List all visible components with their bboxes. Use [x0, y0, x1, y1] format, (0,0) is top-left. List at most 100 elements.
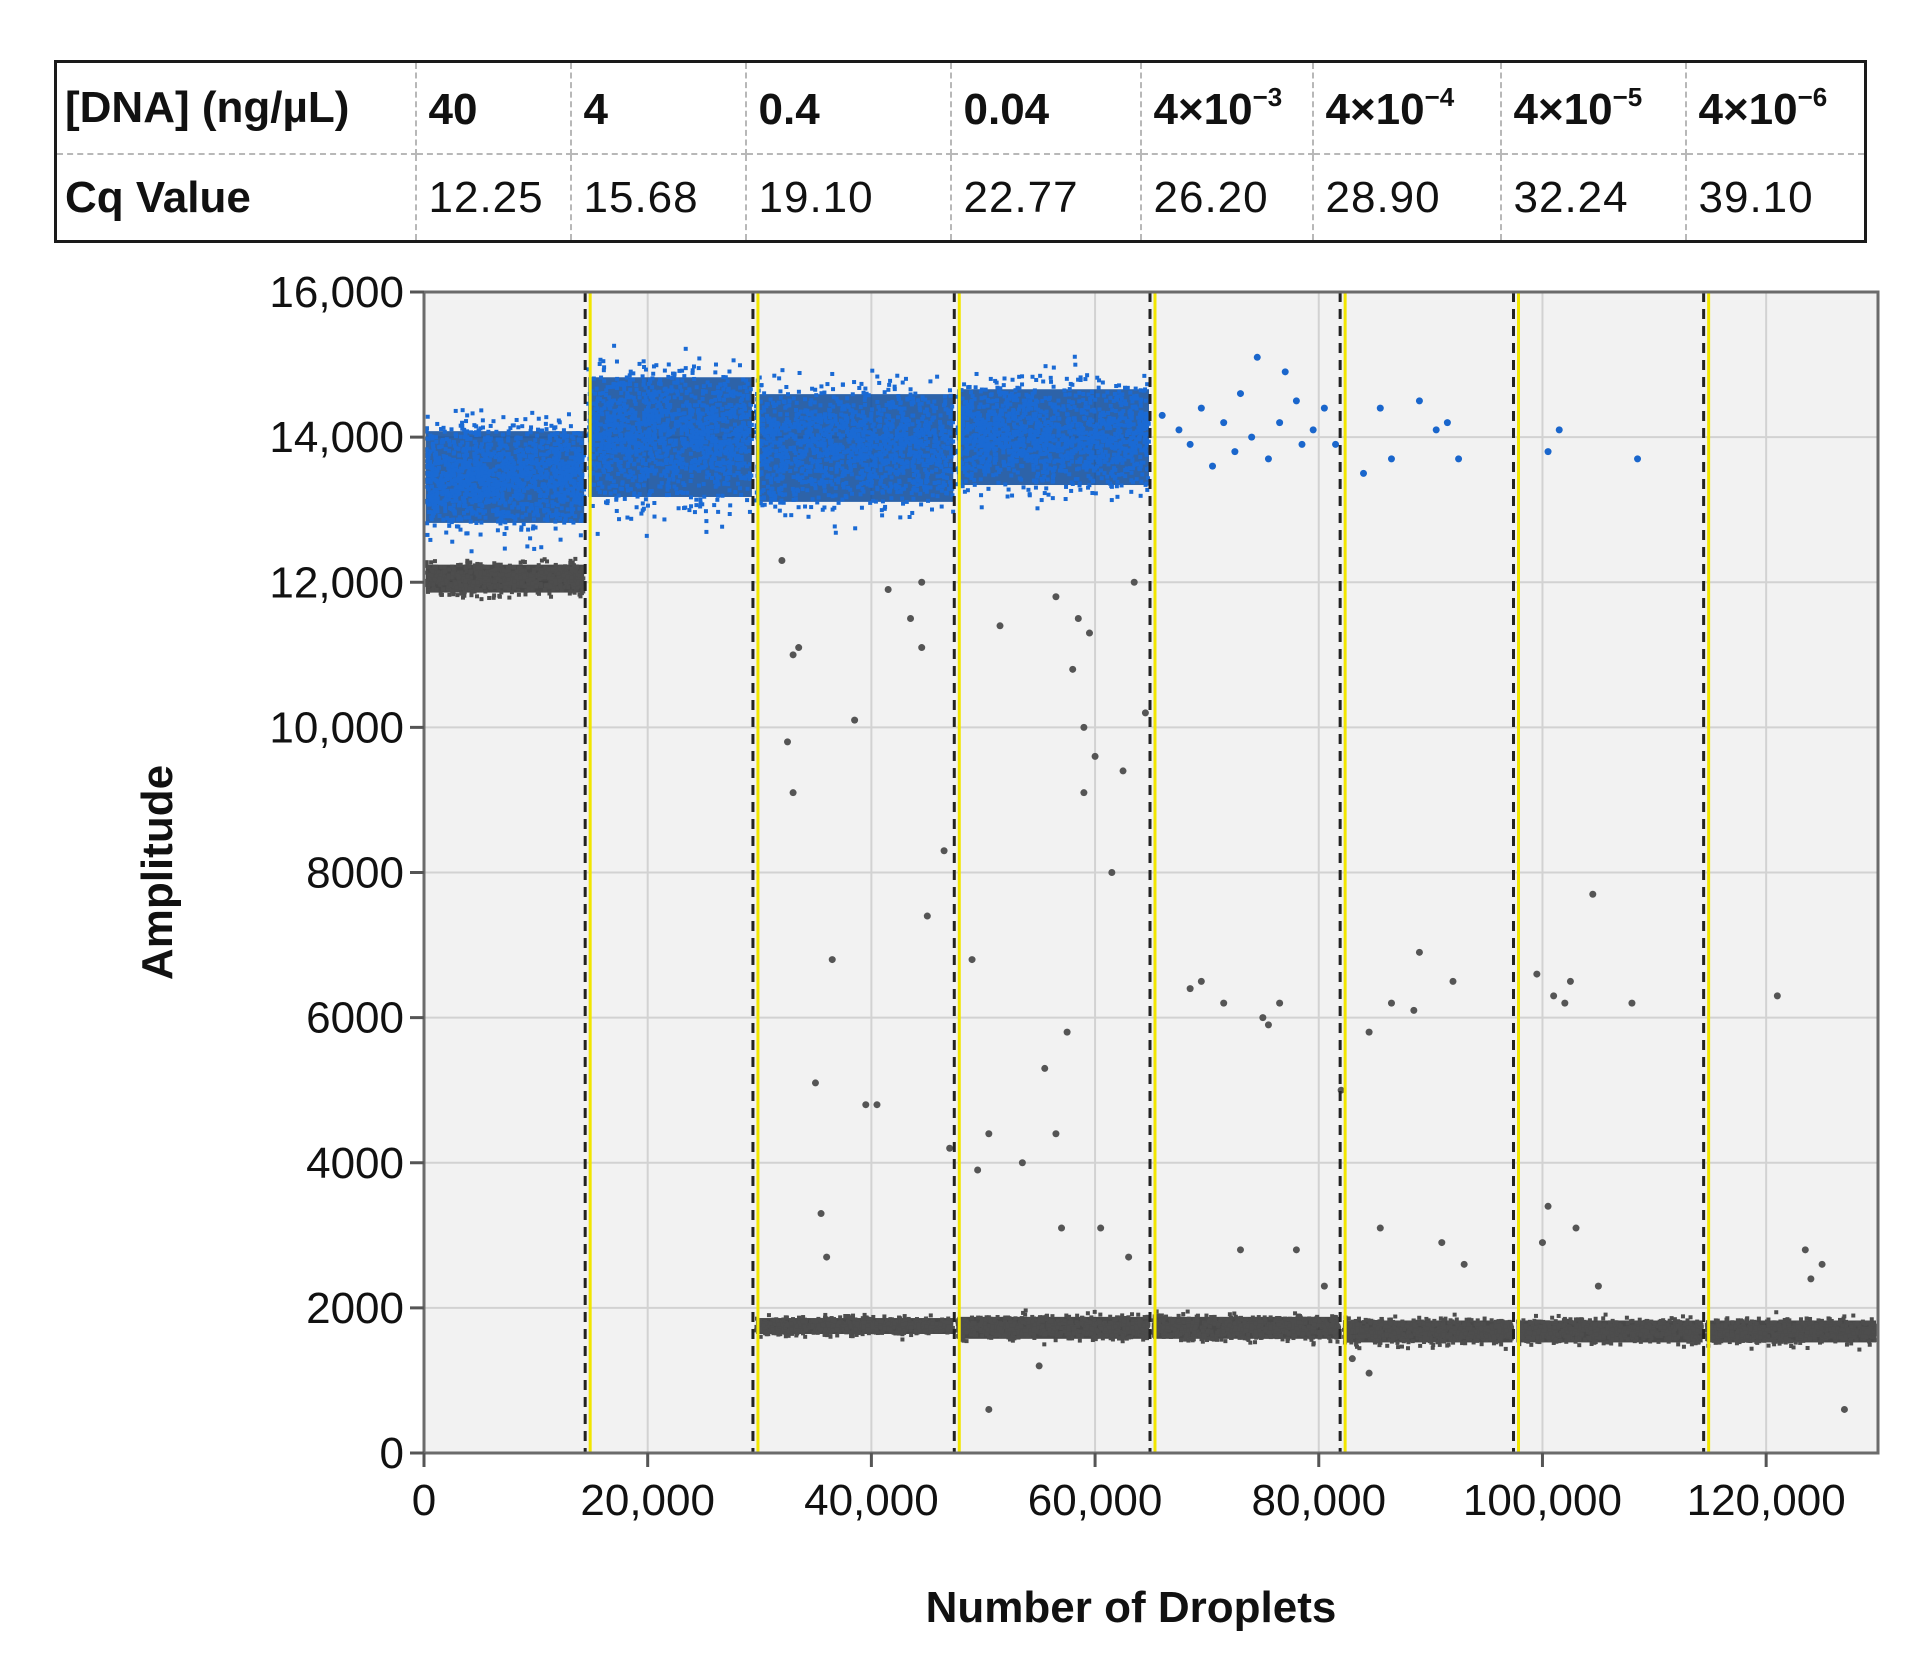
- droplet-dot: [688, 451, 693, 456]
- droplet-dot: [553, 519, 558, 524]
- droplet-dot: [618, 405, 623, 410]
- droplet-dot: [503, 501, 508, 506]
- droplet-dot: [590, 470, 595, 475]
- droplet-dot: [617, 407, 622, 412]
- droplet-dot: [739, 408, 744, 413]
- droplet-dot: [783, 492, 788, 497]
- droplet-dot: [545, 487, 550, 492]
- droplet-dot: [547, 510, 552, 515]
- droplet-dot: [437, 445, 442, 450]
- droplet-dot: [688, 421, 693, 426]
- droplet-dot: [525, 432, 530, 437]
- droplet-dot: [521, 522, 526, 527]
- droplet-dot: [639, 447, 644, 452]
- droplet-dot: [868, 417, 873, 422]
- droplet-dot: [476, 507, 481, 512]
- droplet-dot: [567, 486, 572, 491]
- droplet-dot: [617, 398, 622, 403]
- droplet-dot: [924, 1316, 929, 1321]
- droplet-dot: [938, 1329, 943, 1334]
- droplet-dot: [774, 421, 779, 426]
- droplet-dot: [649, 437, 654, 442]
- droplet-dot: [473, 567, 478, 572]
- droplet-dot: [900, 1337, 905, 1342]
- droplet-dot: [539, 471, 544, 476]
- droplet-dot: [490, 482, 495, 487]
- droplet-dot: [656, 461, 661, 466]
- droplet-dot: [862, 418, 867, 423]
- droplet-dot: [508, 496, 513, 501]
- droplet-dot: [627, 373, 632, 378]
- droplet-dot: [902, 486, 907, 491]
- droplet-dot: [874, 436, 879, 441]
- droplet-dot: [776, 1332, 781, 1337]
- droplet-dot: [721, 375, 726, 380]
- droplet-dot: [510, 483, 515, 488]
- droplet-dot: [568, 518, 573, 523]
- droplet-dot: [677, 423, 682, 428]
- droplet-dot: [577, 506, 582, 511]
- droplet-dot: [449, 471, 454, 476]
- droplet-dot: [669, 460, 674, 465]
- droplet-dot: [446, 482, 451, 487]
- droplet-dot: [835, 462, 840, 467]
- droplet-dot: [904, 421, 909, 426]
- droplet-dot: [622, 387, 627, 392]
- droplet-dot: [888, 378, 893, 383]
- droplet-dot: [605, 411, 610, 416]
- droplet-dot: [498, 517, 503, 522]
- droplet-dot: [449, 427, 454, 432]
- droplet-dot: [491, 489, 496, 494]
- droplet-dot: [798, 449, 803, 454]
- droplet-dot: [603, 392, 608, 397]
- droplet-dot: [707, 446, 712, 451]
- droplet-dot: [477, 430, 482, 435]
- droplet-dot: [443, 478, 448, 483]
- droplet-dot: [543, 565, 548, 570]
- droplet-dot: [541, 452, 546, 457]
- droplet-dot: [626, 488, 631, 493]
- droplet-dot: [577, 592, 582, 597]
- droplet-dot: [830, 444, 835, 449]
- droplet-dot: [491, 419, 496, 424]
- droplet-dot: [594, 402, 599, 407]
- droplet-dot: [922, 1329, 927, 1334]
- droplet-dot: [903, 1321, 908, 1326]
- droplet-dot: [634, 387, 639, 392]
- droplet-dot: [568, 455, 573, 460]
- droplet-dot: [796, 1318, 801, 1323]
- droplet-dot: [511, 468, 516, 473]
- droplet-dot: [668, 465, 673, 470]
- droplet-dot: [728, 466, 733, 471]
- droplet-dot: [563, 517, 568, 522]
- droplet-dot: [914, 1317, 919, 1322]
- droplet-dot: [878, 481, 883, 486]
- droplet-dot: [650, 391, 655, 396]
- droplet-dot: [743, 425, 748, 430]
- droplet-dot: [456, 524, 461, 529]
- droplet-dot: [439, 427, 444, 432]
- droplet-dot: [698, 420, 703, 425]
- droplet-dot: [814, 1320, 819, 1325]
- droplet-dot: [600, 412, 605, 417]
- droplet-dot: [543, 583, 548, 588]
- droplet-dot: [884, 418, 889, 423]
- droplet-dot: [910, 510, 915, 515]
- droplet-dot: [549, 594, 554, 599]
- droplet-dot: [530, 410, 535, 415]
- droplet-dot: [803, 452, 808, 457]
- droplet-dot: [598, 481, 603, 486]
- droplet-dot: [676, 479, 681, 484]
- droplet-dot: [888, 466, 893, 471]
- droplet-dot: [716, 493, 721, 498]
- droplet-dot: [741, 415, 746, 420]
- droplet-dot: [728, 426, 733, 431]
- droplet-dot: [580, 480, 585, 485]
- droplet-dot: [797, 370, 802, 375]
- droplet-dot: [438, 483, 443, 488]
- droplet-dot: [834, 465, 839, 470]
- droplet-dot: [630, 478, 635, 483]
- droplet-dot: [610, 454, 615, 459]
- droplet-dot: [699, 431, 704, 436]
- droplet-dot: [698, 456, 703, 461]
